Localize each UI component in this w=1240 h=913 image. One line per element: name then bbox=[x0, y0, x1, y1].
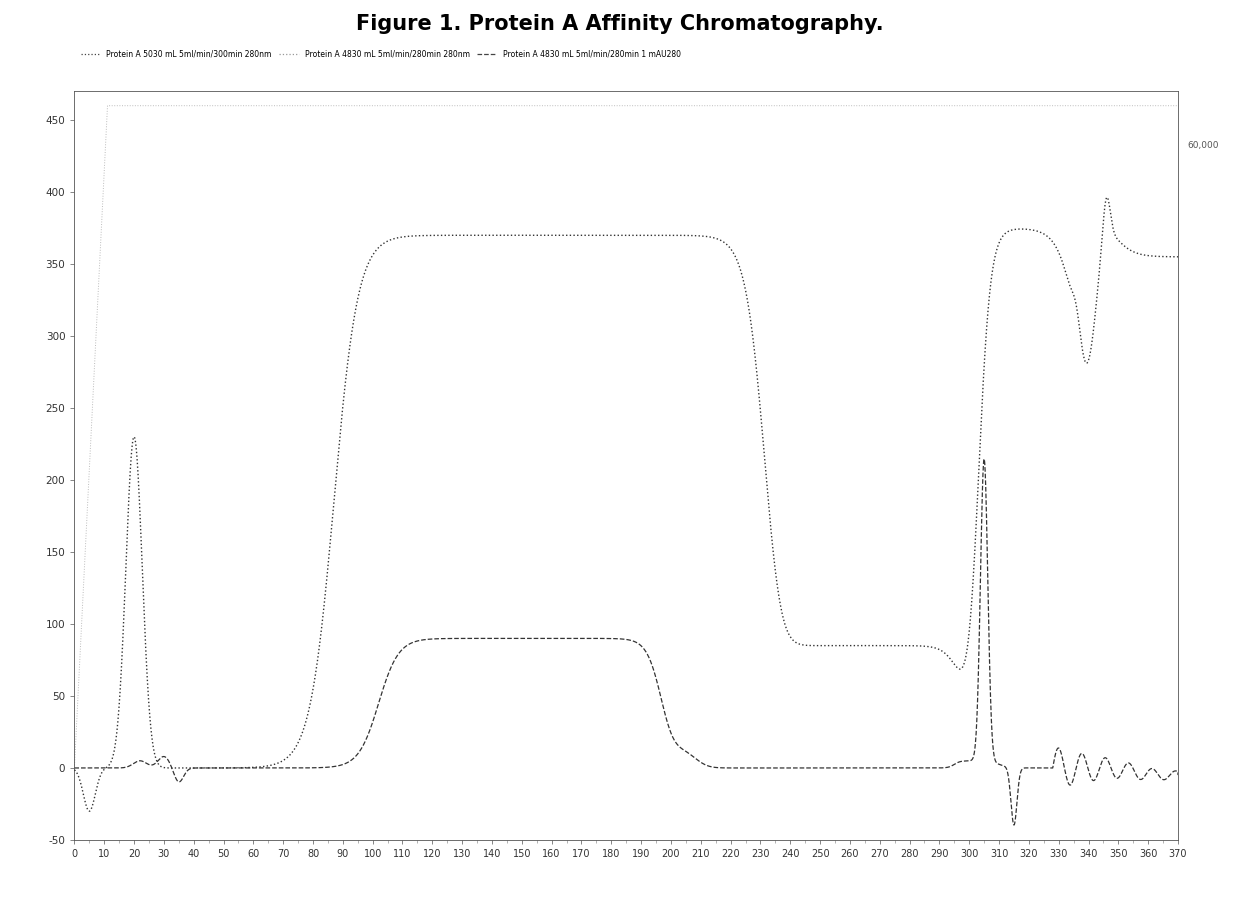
Protein A 4830 mL 5ml/min/280min 1 mAU280 bbox=[72, 762, 87, 773]
Line: Protein A 4830 mL 5ml/min/280min 1 mAU280: Protein A 4830 mL 5ml/min/280min 1 mAU28… bbox=[74, 459, 1178, 825]
Protein A 5030 mL 5ml/min/300min 280nm bbox=[1100, 192, 1115, 203]
Protein A 5030 mL 5ml/min/300min 280nm bbox=[82, 805, 97, 816]
Protein A 4830 mL 5ml/min/280min 1 mAU280 bbox=[1007, 820, 1022, 831]
Protein A 4830 mL 5ml/min/280min 1 mAU280 bbox=[67, 762, 82, 773]
Protein A 5030 mL 5ml/min/300min 280nm bbox=[606, 230, 621, 241]
Protein A 5030 mL 5ml/min/300min 280nm bbox=[113, 684, 128, 695]
Protein A 5030 mL 5ml/min/300min 280nm bbox=[1171, 251, 1185, 262]
Line: Protein A 5030 mL 5ml/min/300min 280nm: Protein A 5030 mL 5ml/min/300min 280nm bbox=[74, 197, 1178, 811]
Legend: Protein A 5030 mL 5ml/min/300min 280nm, Protein A 4830 mL 5ml/min/280min 280nm, : Protein A 5030 mL 5ml/min/300min 280nm, … bbox=[78, 47, 683, 61]
Protein A 4830 mL 5ml/min/280min 1 mAU280 bbox=[977, 454, 992, 465]
Protein A 5030 mL 5ml/min/300min 280nm bbox=[284, 749, 299, 760]
Protein A 5030 mL 5ml/min/300min 280nm bbox=[133, 520, 148, 531]
Protein A 5030 mL 5ml/min/300min 280nm bbox=[72, 773, 87, 784]
Protein A 5030 mL 5ml/min/300min 280nm bbox=[67, 764, 82, 775]
Protein A 4830 mL 5ml/min/280min 1 mAU280 bbox=[606, 633, 621, 644]
Protein A 5030 mL 5ml/min/300min 280nm bbox=[1112, 236, 1127, 247]
Protein A 4830 mL 5ml/min/280min 1 mAU280 bbox=[1171, 770, 1185, 781]
Protein A 4830 mL 5ml/min/280min 1 mAU280 bbox=[113, 762, 128, 773]
Text: Figure 1. Protein A Affinity Chromatography.: Figure 1. Protein A Affinity Chromatogra… bbox=[356, 14, 884, 34]
Protein A 4830 mL 5ml/min/280min 1 mAU280 bbox=[283, 762, 298, 773]
Protein A 4830 mL 5ml/min/280min 1 mAU280 bbox=[133, 755, 148, 766]
Protein A 4830 mL 5ml/min/280min 1 mAU280 bbox=[1112, 771, 1127, 782]
